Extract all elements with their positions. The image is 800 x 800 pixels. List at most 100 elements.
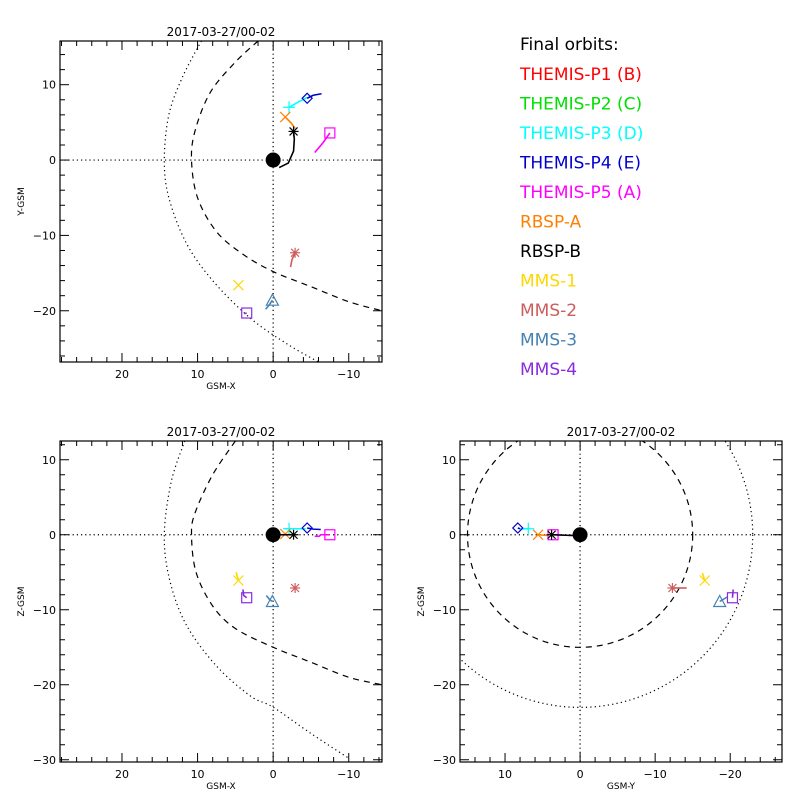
- mms-2-trail: [289, 252, 296, 268]
- x-tick-label: −10: [337, 368, 360, 381]
- legend-item: MMS-1: [520, 272, 577, 292]
- plot-frame: [459, 440, 783, 763]
- x-tick-label: 0: [270, 768, 277, 781]
- mms-1-trail: [701, 572, 706, 581]
- mms-4-marker: [241, 592, 253, 604]
- mms-1-trail: [235, 572, 240, 581]
- ticks: [60, 41, 382, 362]
- plot-area: [60, 41, 382, 362]
- marker-shape: [241, 307, 253, 319]
- mms-4-marker: [726, 592, 739, 604]
- y-tick-label: 10: [442, 454, 456, 467]
- y-tick-label: −30: [33, 754, 56, 767]
- x-tick-label: 20: [115, 368, 129, 381]
- mms-1-marker: [699, 575, 711, 586]
- mms-1-marker: [232, 575, 244, 586]
- magnetopause-boundary: [190, 41, 382, 312]
- legend-item: THEMIS-P5 (A): [519, 183, 642, 203]
- magnetopause-boundary: [190, 441, 382, 686]
- plot-title: 2017-03-27/00-02: [167, 425, 276, 439]
- x-axis-label: GSM-X: [206, 782, 235, 792]
- themis-p4-trail: [307, 527, 321, 531]
- rbsp-a-marker: [532, 529, 544, 541]
- marker-shape: [265, 292, 280, 306]
- mms-4-trail: [244, 312, 247, 315]
- y-tick-label: 0: [49, 154, 56, 167]
- plot-area: [460, 441, 782, 762]
- marker-stroke: [547, 530, 556, 540]
- plot-title: 2017-03-27/00-02: [567, 425, 676, 439]
- plot-frame: [59, 440, 383, 763]
- themis-p5-trail: [314, 132, 331, 154]
- y-tick-label: 10: [42, 79, 56, 92]
- marker-shape: [241, 592, 253, 604]
- themis-p3-marker: [522, 522, 535, 535]
- y-tick-label: −30: [433, 754, 456, 767]
- mms-3-trail: [719, 596, 728, 603]
- marker-stroke: [279, 111, 291, 123]
- x-axis-label: GSM-X: [206, 382, 235, 392]
- marker-shape: [324, 529, 336, 541]
- mms-3-marker: [265, 594, 280, 608]
- marker-shape: [301, 522, 314, 534]
- marker-stroke: [699, 575, 711, 586]
- mms-4-trail: [731, 589, 735, 598]
- legend-item: MMS-2: [520, 301, 577, 321]
- themis-p5-marker: [324, 529, 336, 541]
- legend-item: THEMIS-P4 (E): [519, 154, 641, 174]
- earth-marker: [572, 527, 588, 543]
- earth-marker: [265, 527, 281, 543]
- x-tick-label: 10: [498, 768, 512, 781]
- marker-shape: [511, 522, 524, 534]
- mms-2-marker: [290, 247, 301, 258]
- rbsp-b-marker: [288, 529, 299, 540]
- themis-p3-marker: [283, 101, 296, 114]
- marker-stroke: [290, 583, 300, 593]
- legend-item: MMS-3: [520, 331, 577, 351]
- legend-item: RBSP-A: [520, 213, 582, 233]
- legend-item: THEMIS-P1 (B): [519, 65, 642, 85]
- mms-3-marker: [712, 594, 727, 608]
- x-tick-label: 10: [191, 768, 205, 781]
- plot-xy-panel: 20 10 0 −10−20−10010GSM-XY-GSM2017-03-27/00…: [17, 25, 383, 392]
- x-axis-label: GSM-Y: [607, 782, 636, 792]
- y-tick-label: −10: [33, 604, 56, 617]
- rbsp-b-marker: [288, 126, 299, 137]
- marker-shape: [265, 594, 280, 608]
- themis-p4-trail: [306, 92, 322, 99]
- themis-p4-trail: [517, 527, 521, 530]
- rbsp-a-trail: [537, 533, 548, 537]
- themis-p4-marker: [301, 522, 314, 534]
- x-tick-label: 20: [115, 768, 129, 781]
- bow-shock-boundary: [163, 441, 350, 759]
- y-tick-label: 0: [49, 529, 56, 542]
- x-tick-label: −10: [337, 768, 360, 781]
- legend-item: THEMIS-P2 (C): [519, 95, 642, 115]
- x-tick-label: 0: [577, 768, 584, 781]
- mms-3-trail: [265, 594, 273, 603]
- themis-p5-marker: [324, 127, 336, 139]
- ticks: [60, 441, 382, 762]
- y-axis-label: Z-GSM: [17, 586, 27, 616]
- plot-area: [60, 441, 382, 762]
- y-tick-label: 0: [449, 529, 456, 542]
- legend-item: RBSP-B: [520, 242, 581, 262]
- marker-shape: [712, 594, 727, 608]
- y-tick-label: −20: [33, 679, 56, 692]
- mms-4-marker: [241, 307, 253, 319]
- plot-title: 2017-03-27/00-02: [167, 25, 276, 39]
- mms-2-marker: [667, 583, 678, 593]
- y-tick-label: −20: [433, 679, 456, 692]
- marker-stroke: [532, 529, 544, 541]
- themis-p4-marker: [301, 92, 314, 105]
- x-tick-label: −20: [719, 768, 742, 781]
- marker-stroke: [289, 126, 298, 136]
- mms-4-trail: [242, 589, 248, 599]
- legend-title: Final orbits:: [520, 35, 619, 55]
- bow-shock-boundary: [460, 441, 754, 708]
- marker-stroke: [232, 279, 244, 291]
- rbsp-b-trail: [278, 131, 296, 169]
- mms-1-marker: [232, 279, 244, 291]
- y-tick-label: −10: [433, 604, 456, 617]
